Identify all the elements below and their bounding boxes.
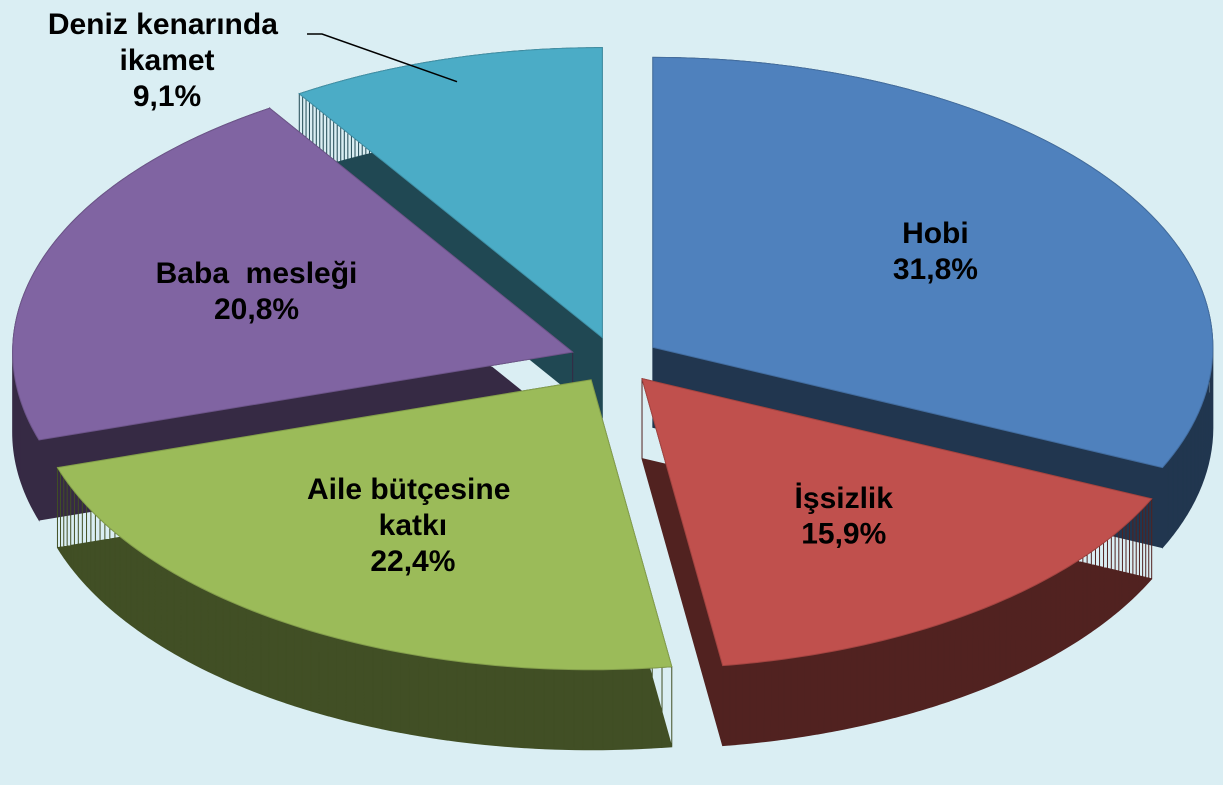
label-line: Hobi <box>902 217 969 250</box>
slice-value-label: 15,9% <box>801 518 886 551</box>
slice <box>641 377 1153 667</box>
label-line: Baba mesleği <box>156 257 358 290</box>
slice <box>652 56 1214 469</box>
slice-label: Aile bütçesine katkı <box>307 473 519 542</box>
slice-label: Baba mesleği <box>156 257 358 290</box>
label-line: ikamet <box>119 44 214 77</box>
slice <box>56 379 673 671</box>
label-line: Deniz kenarında <box>48 8 286 41</box>
slice-value-label: 9,1% <box>133 80 201 113</box>
label-line: katkı <box>379 509 447 542</box>
slice-label: Hobi <box>902 217 969 250</box>
slice-value-label: 20,8% <box>214 293 299 326</box>
label-line: İşsizlik <box>795 482 894 515</box>
slice <box>12 107 574 441</box>
leader-line <box>307 33 458 83</box>
slice <box>298 47 603 339</box>
slice-label: İşsizlik <box>795 482 894 515</box>
label-line: Aile bütçesine <box>307 473 519 506</box>
slice-label: Deniz kenarında ikamet <box>48 8 286 77</box>
slice-value-label: 31,8% <box>893 253 978 286</box>
slice-value-label: 22,4% <box>370 545 455 578</box>
